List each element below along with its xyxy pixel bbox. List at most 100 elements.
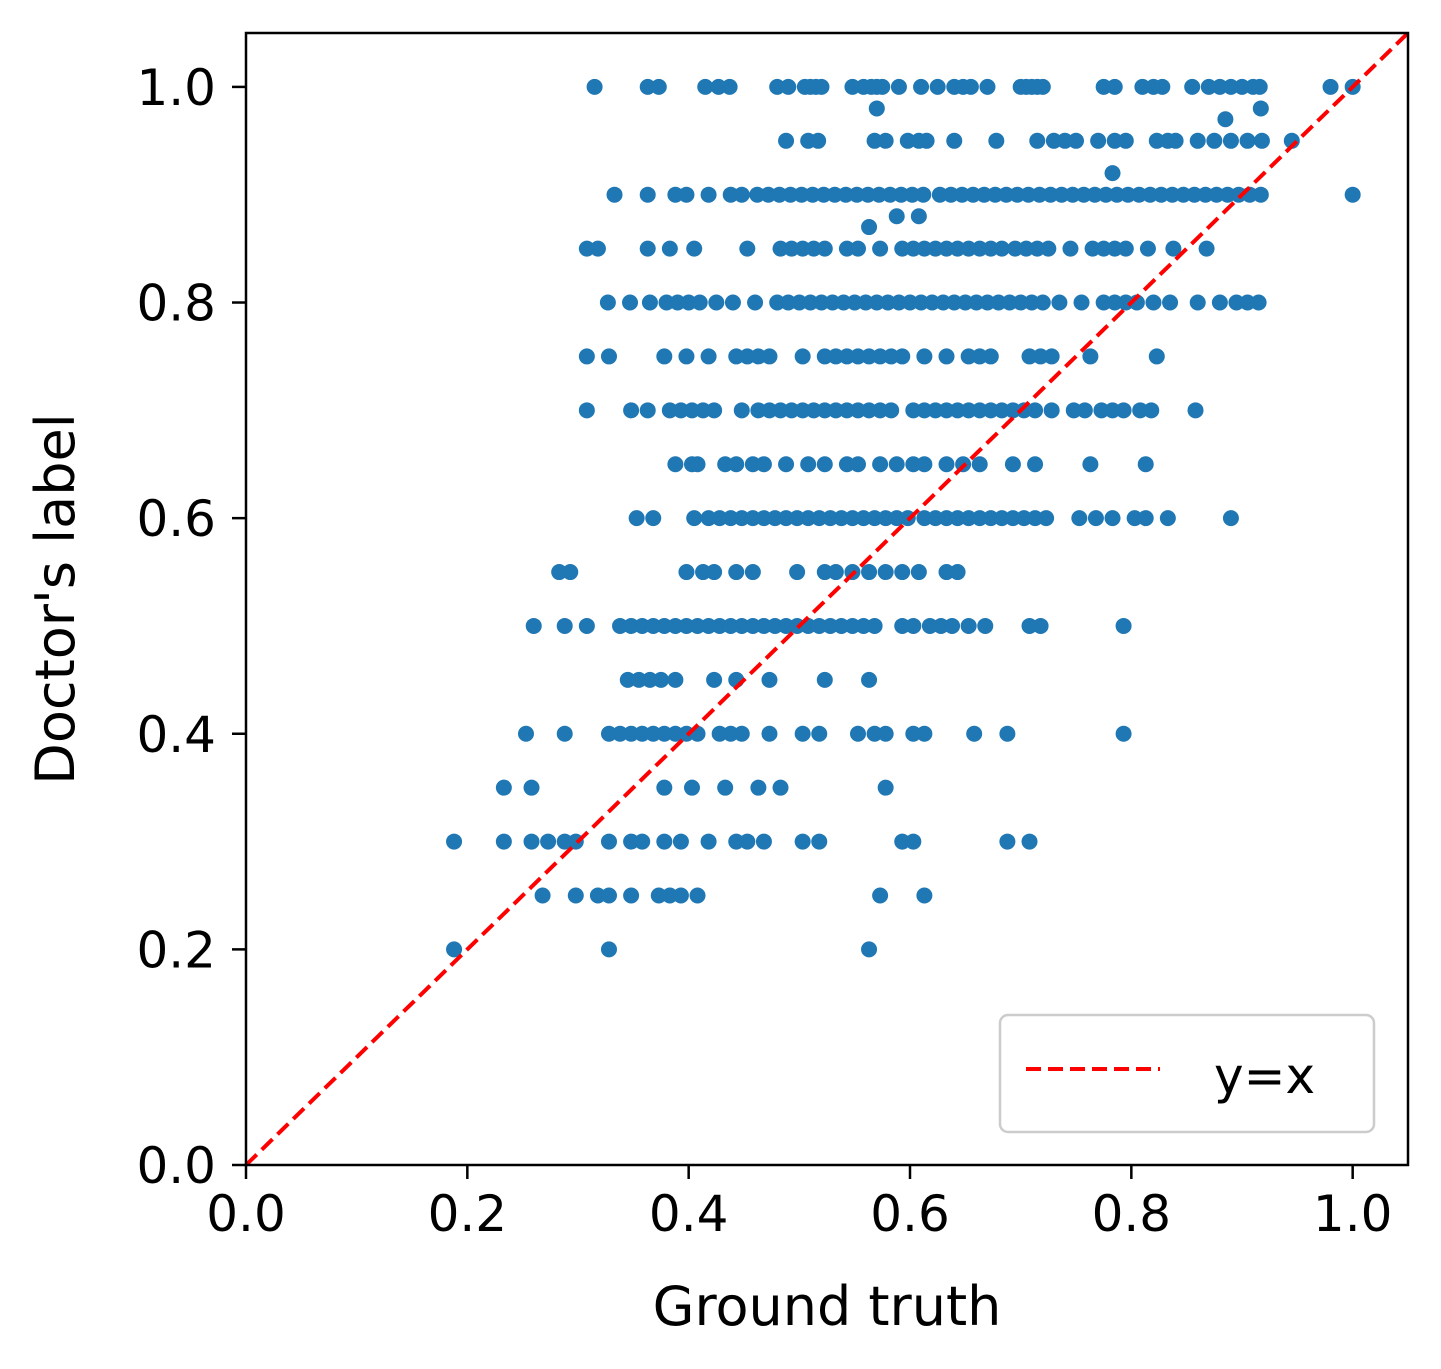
data-point — [1051, 294, 1068, 311]
data-point — [1075, 186, 1092, 203]
data-point — [888, 208, 905, 225]
data-point — [556, 617, 573, 634]
data-point — [811, 725, 828, 742]
data-point — [960, 348, 977, 365]
data-point — [910, 208, 927, 225]
data-point — [446, 833, 463, 850]
data-point — [949, 240, 966, 257]
data-point — [949, 402, 966, 419]
data-point — [816, 456, 833, 473]
data-point — [816, 564, 833, 581]
data-point — [1031, 186, 1048, 203]
data-point — [916, 456, 933, 473]
data-point — [990, 294, 1007, 311]
data-point — [761, 671, 778, 688]
data-point — [838, 348, 855, 365]
data-point — [987, 186, 1004, 203]
data-point — [866, 617, 883, 634]
data-point — [691, 294, 708, 311]
data-point — [793, 186, 810, 203]
data-point — [622, 294, 639, 311]
data-point — [678, 564, 695, 581]
data-point — [645, 510, 662, 527]
data-point — [1095, 294, 1112, 311]
data-point — [931, 186, 948, 203]
data-point — [722, 186, 739, 203]
data-point — [695, 564, 712, 581]
data-point — [695, 402, 712, 419]
data-point — [641, 671, 658, 688]
data-point — [877, 725, 894, 742]
x-tick-label: 0.2 — [428, 1185, 508, 1243]
data-point — [689, 617, 706, 634]
data-point — [672, 833, 689, 850]
data-point — [942, 186, 959, 203]
data-point — [905, 402, 922, 419]
data-point — [866, 132, 883, 149]
data-point — [938, 510, 955, 527]
data-point — [957, 294, 974, 311]
data-point — [678, 617, 695, 634]
data-point — [833, 510, 850, 527]
data-point — [927, 240, 944, 257]
data-point — [721, 78, 738, 95]
data-point — [1056, 132, 1073, 149]
data-point — [710, 78, 727, 95]
data-point — [619, 671, 636, 688]
data-point — [794, 402, 811, 419]
data-point — [739, 833, 756, 850]
data-point — [988, 132, 1005, 149]
data-point — [979, 294, 996, 311]
data-point — [888, 510, 905, 527]
data-point — [968, 294, 985, 311]
data-point — [778, 132, 795, 149]
data-point — [645, 725, 662, 742]
data-point — [938, 348, 955, 365]
data-point — [689, 456, 706, 473]
data-point — [623, 617, 640, 634]
data-point — [861, 671, 878, 688]
data-point — [772, 779, 789, 796]
data-point — [517, 725, 534, 742]
data-point — [971, 402, 988, 419]
data-point — [556, 725, 573, 742]
data-point — [1062, 240, 1079, 257]
data-point — [916, 402, 933, 419]
data-point — [750, 348, 767, 365]
data-point — [1167, 132, 1184, 149]
data-point — [700, 833, 717, 850]
data-point — [859, 186, 876, 203]
data-point — [733, 186, 750, 203]
data-point — [838, 456, 855, 473]
legend-box — [998, 1013, 1376, 1134]
data-point — [733, 510, 750, 527]
data-point — [1029, 132, 1046, 149]
data-point — [778, 617, 795, 634]
data-point — [993, 402, 1010, 419]
data-point — [816, 240, 833, 257]
data-point — [1097, 186, 1114, 203]
data-point — [639, 78, 656, 95]
data-point — [811, 510, 828, 527]
data-point — [894, 564, 911, 581]
data-point — [1120, 186, 1137, 203]
data-point — [822, 617, 839, 634]
data-point — [578, 402, 595, 419]
data-point — [661, 240, 678, 257]
data-point — [861, 402, 878, 419]
data-point — [1115, 725, 1132, 742]
data-point — [739, 348, 756, 365]
data-point — [977, 617, 994, 634]
data-point — [794, 240, 811, 257]
data-point — [612, 725, 629, 742]
data-point — [838, 402, 855, 419]
data-point — [783, 240, 800, 257]
data-point — [905, 240, 922, 257]
data-point — [938, 456, 955, 473]
data-point — [902, 294, 918, 311]
data-point — [938, 402, 955, 419]
data-point — [1184, 78, 1201, 95]
data-point — [1239, 132, 1256, 149]
data-point — [1043, 402, 1060, 419]
data-point — [658, 294, 675, 311]
